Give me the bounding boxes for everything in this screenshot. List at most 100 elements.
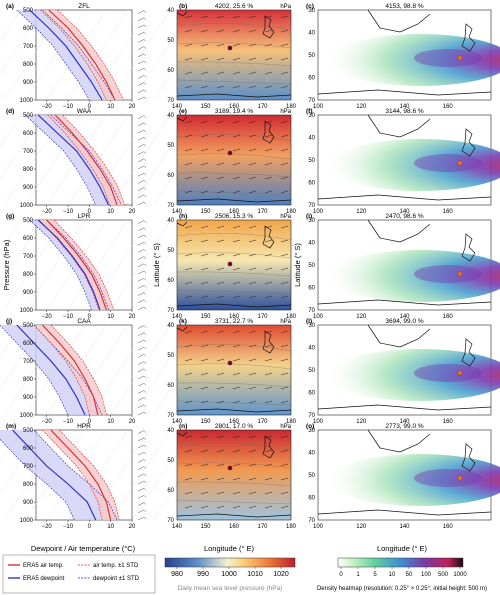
temperature-tick: 20 — [129, 524, 136, 530]
pressure-tick: 700 — [23, 149, 34, 155]
wind-arrow — [248, 176, 257, 180]
wind-barb — [137, 158, 145, 163]
col1-ylabel: Pressure (hPa) — [2, 239, 11, 290]
wind-arrow — [264, 386, 273, 390]
latitude-tick: 40 — [308, 241, 315, 247]
wind-arrow — [248, 57, 257, 61]
longitude-tick: 100 — [313, 104, 324, 110]
wind-arrow — [248, 120, 257, 124]
panel-letter: (j) — [6, 318, 12, 325]
wind-barb — [137, 480, 145, 485]
site-marker — [457, 370, 463, 376]
latitude-tick: 40 — [167, 428, 174, 434]
wind-arrow — [248, 148, 257, 152]
wind-arrow — [232, 330, 241, 334]
wind-arrow — [232, 344, 241, 348]
profile-panel: CAA (j) 500 600 700 800 900 1000 −20 −10 0 10 20 — [0, 318, 235, 425]
wind-arrow — [264, 491, 273, 495]
wind-barb — [137, 67, 145, 72]
mslp-colorbar-tick: 990 — [197, 571, 209, 578]
wind-arrow — [184, 120, 193, 124]
longitude-tick: 170 — [257, 104, 268, 110]
temperature-tick: −20 — [42, 209, 53, 215]
wind-arrow — [248, 225, 257, 229]
col2-ylabel: Latitude (° S) — [152, 243, 161, 287]
trajectory-density — [328, 349, 500, 401]
wind-barb — [137, 430, 145, 434]
wind-arrow — [264, 435, 273, 439]
latitude-tick: 70 — [167, 518, 174, 524]
isobar — [176, 443, 292, 451]
panel-letter: (b) — [179, 3, 187, 10]
temperature-tick: 0 — [88, 419, 92, 425]
longitude-tick: 160 — [443, 104, 454, 110]
latitude-tick: 30 — [308, 218, 315, 224]
density-core — [414, 154, 482, 172]
temperature-tick: 20 — [129, 419, 136, 425]
wind-arrow — [248, 477, 257, 481]
panel-row-waa: WAA (d) 500 600 700 800 900 1000 −20 −10 0 10 20 3189… — [0, 108, 500, 215]
latitude-tick: 60 — [167, 173, 174, 179]
wind-arrow — [216, 162, 225, 166]
temp-std-band — [33, 325, 107, 415]
wind-arrow — [216, 400, 225, 404]
longitude-tick: 160 — [443, 419, 454, 425]
coastline-antarctica — [176, 198, 292, 203]
longitude-tick: 120 — [356, 524, 367, 530]
wind-arrow — [232, 162, 241, 166]
mslp-colorbar-tick: 1020 — [273, 571, 289, 578]
wind-barb — [137, 144, 145, 148]
latitude-tick: 40 — [167, 8, 174, 14]
density-colorbar-tick: 0 — [339, 572, 343, 578]
latitude-tick: 50 — [308, 53, 315, 59]
profile-panel: LPR (g) 500 600 700 800 900 1000 −20 −10 0 10 20 — [0, 213, 235, 320]
wind-arrow — [232, 85, 241, 89]
panel-letter: (o) — [306, 423, 314, 430]
wind-arrow — [248, 386, 257, 390]
temp-line — [42, 324, 99, 416]
wind-barb — [137, 220, 145, 224]
pressure-tick: 700 — [23, 359, 34, 365]
wind-arrow — [232, 372, 241, 376]
wind-arrow — [264, 190, 273, 194]
wind-arrow — [232, 225, 241, 229]
trajectory-count-title: 4153, 98.8 % — [385, 3, 424, 10]
density-colorbar: 0 1 5 10 50 100 500 1000 Density heatmap (resol… — [317, 557, 487, 592]
wind-arrow — [216, 43, 225, 47]
wind-arrow — [232, 386, 241, 390]
wind-arrow — [248, 372, 257, 376]
mslp-field — [176, 324, 292, 416]
wind-barb — [137, 487, 145, 492]
wind-arrow — [200, 190, 209, 194]
col2-xlabel: Longitude (° E) — [204, 544, 255, 553]
wind-arrow — [216, 85, 225, 89]
profile-panel: ZFL (a) 500 600 700 800 900 1000 −20 −10 0 10 20 — [0, 3, 235, 110]
wind-arrow — [216, 330, 225, 334]
legend-dew-label: ERA5 dewpoint — [23, 576, 65, 582]
pressure-tick: 900 — [23, 290, 34, 296]
wind-arrow — [280, 463, 289, 467]
pressure-tick: 700 — [23, 254, 34, 260]
density-colorbar-label: Density heatmap (resolution: 0.25° × 0.2… — [317, 586, 487, 592]
wind-barb — [137, 339, 145, 344]
profile-title: CAA — [77, 318, 91, 325]
pressure-tick: 1000 — [20, 203, 34, 209]
temperature-tick: −10 — [63, 314, 74, 320]
wind-arrow — [264, 253, 273, 257]
wind-barb — [137, 397, 145, 401]
wind-arrow — [200, 372, 209, 376]
longitude-tick: 150 — [200, 104, 211, 110]
col3-ylabel: Latitude (° S) — [293, 243, 302, 287]
wind-barb — [137, 354, 145, 358]
isobar — [176, 400, 292, 406]
longitude-tick: 160 — [443, 209, 454, 215]
longitude-tick: 150 — [200, 209, 211, 215]
pressure-tick: 600 — [23, 341, 34, 347]
panel-letter: (l) — [306, 318, 312, 325]
wind-barb — [137, 89, 145, 94]
pressure-tick: 900 — [23, 500, 34, 506]
wind-arrow — [200, 43, 209, 47]
wind-arrow — [280, 15, 289, 19]
